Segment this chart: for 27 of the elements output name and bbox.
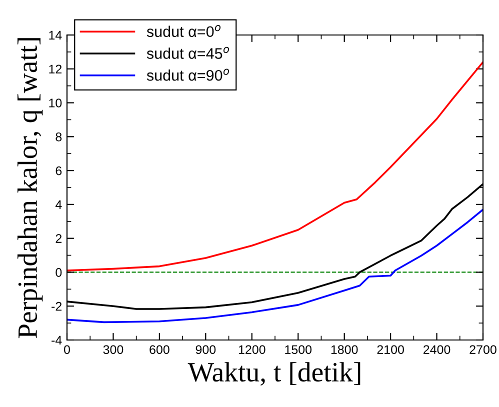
y-tick-label: 14 [49, 30, 62, 40]
x-tick-label: 900 [196, 345, 216, 354]
y-tick-label: 10 [49, 98, 62, 108]
line-series [67, 61, 483, 272]
line-series [67, 208, 483, 324]
y-tick-label: -2 [52, 302, 62, 311]
y-tick-label: 0 [56, 268, 62, 277]
x-tick-label: 2400 [424, 345, 450, 354]
x-tick-label: 0 [64, 345, 70, 354]
x-tick-label: 2100 [377, 345, 404, 354]
x-tick-label: 1200 [238, 345, 266, 354]
y-tick-label: 12 [49, 64, 62, 74]
legend-label: sudut α=45$^{o}$ [146, 46, 230, 59]
x-tick-label: 2700 [470, 345, 496, 354]
x-tick-label: 1800 [331, 345, 358, 354]
legend-label: sudut α=0$^{o}$ [146, 25, 221, 38]
x-tick-label: 1500 [285, 345, 312, 354]
x-axis-title: Waktu, t [detik] [188, 362, 360, 386]
x-tick-label: 300 [103, 345, 124, 354]
y-tick-label: -4 [52, 336, 62, 345]
x-tick-label: 600 [150, 345, 170, 354]
y-axis-title: Perpindahan kalor, q [watt] [17, 38, 43, 338]
y-tick-label: 6 [56, 166, 62, 176]
y-tick-label: 2 [56, 234, 62, 243]
y-tick-label: 4 [55, 200, 62, 209]
legend-label: sudut α=90$^{o}$ [146, 68, 230, 81]
y-tick-label: 8 [56, 132, 62, 142]
